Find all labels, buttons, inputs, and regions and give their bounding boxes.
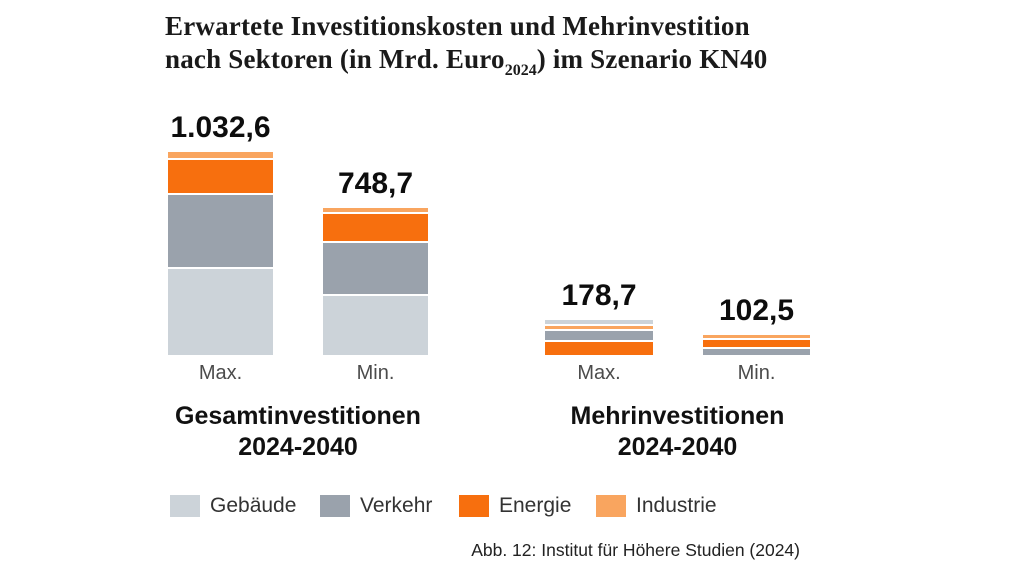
legend-label-gebaeude: Gebäude	[210, 494, 297, 517]
value-label: 178,7	[561, 278, 637, 312]
legend-label-industrie: Industrie	[636, 494, 717, 517]
legend-label-energie: Energie	[499, 494, 572, 517]
segment-verkehr	[323, 243, 428, 294]
bar-mehrinvestitionen-min	[703, 334, 810, 356]
segment-industrie	[703, 334, 810, 338]
bar-gesamtinvestitionen-min	[323, 207, 428, 356]
chart-title-line2: nach Sektoren (in Mrd. Euro2024) im Szen…	[165, 44, 768, 79]
chart-title-line1: Erwartete Investitionskosten und Mehrinv…	[165, 11, 750, 41]
legend-label-verkehr: Verkehr	[360, 494, 433, 517]
segment-energie	[545, 342, 653, 355]
value-label: 748,7	[337, 166, 414, 200]
title-subscript-year: 2024	[504, 62, 537, 79]
figure-caption: Abb. 12: Institut für Höhere Studien (20…	[471, 540, 800, 560]
segment-energie	[168, 159, 273, 193]
axis-label-min: Min.	[737, 362, 776, 384]
group-title: Mehrinvestitionen 2024-2040	[571, 401, 785, 463]
group-title-line1: Mehrinvestitionen	[570, 402, 785, 430]
segment-verkehr	[168, 194, 273, 268]
segment-energie	[703, 339, 810, 348]
legend-swatch-energie	[459, 495, 489, 517]
segment-industrie	[168, 152, 273, 158]
axis-label-min: Min.	[356, 362, 395, 384]
segment-gebaeude	[168, 269, 273, 355]
bar-mehrinvestitionen-max	[545, 319, 653, 355]
segment-verkehr	[703, 349, 810, 356]
group-title-line1: Gesamtinvestitionen	[175, 402, 421, 430]
legend-swatch-industrie	[596, 495, 626, 517]
group-title-line2: 2024-2040	[617, 433, 738, 461]
legend-swatch-verkehr	[320, 495, 350, 517]
segment-gebaeude	[545, 319, 653, 325]
group-title: Gesamtinvestitionen 2024-2040	[175, 401, 421, 463]
legend-swatch-gebaeude	[170, 495, 200, 517]
segment-industrie	[545, 326, 653, 329]
segment-industrie	[323, 207, 428, 212]
bar-gesamtinvestitionen-max	[168, 152, 273, 355]
group-title-line2: 2024-2040	[238, 433, 358, 461]
axis-label-max: Max.	[577, 362, 621, 384]
segment-verkehr	[545, 331, 653, 341]
value-label: 1.032,6	[170, 111, 271, 144]
value-label: 102,5	[718, 293, 795, 327]
segment-energie	[323, 213, 428, 242]
segment-gebaeude	[323, 295, 428, 356]
axis-label-max: Max.	[198, 362, 243, 384]
chart-title: Erwartete Investitionskosten und Mehrinv…	[165, 10, 768, 80]
